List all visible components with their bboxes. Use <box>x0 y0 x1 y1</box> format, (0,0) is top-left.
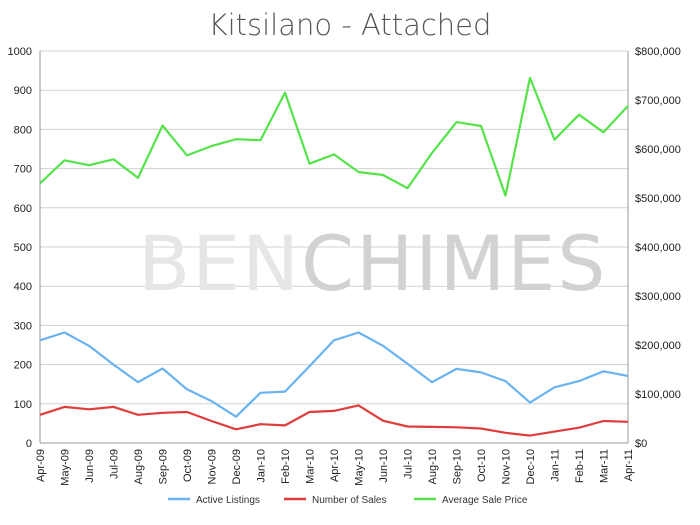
x-tick-label: Aug-10 <box>427 449 439 484</box>
legend-label-number-of-sales: Number of Sales <box>312 495 386 506</box>
x-tick-label: Dec-09 <box>231 449 243 484</box>
x-tick-label: Jan-10 <box>256 449 268 483</box>
y-tick-label-left: 900 <box>14 85 32 97</box>
series-line-average-sale-price <box>39 76 629 197</box>
x-tick-label: Feb-10 <box>280 449 292 484</box>
y-tick-label-left: 300 <box>14 320 32 332</box>
y-tick-label-left: 200 <box>14 360 32 372</box>
legend-label-active-listings: Active Listings <box>196 495 260 506</box>
y-tick-label-right: $700,000 <box>635 95 681 107</box>
watermark-part2: CHIMES <box>301 219 607 308</box>
y-tick-label-right: $0 <box>635 438 647 450</box>
y-tick-label-left: 1000 <box>8 46 32 58</box>
y-tick-label-left: 800 <box>14 124 32 136</box>
x-tick-label: Oct-10 <box>476 449 488 482</box>
y-tick-label-left: 500 <box>14 242 32 254</box>
x-tick-label: Jun-09 <box>84 449 96 483</box>
x-tick-label: Jul-10 <box>403 449 415 479</box>
x-tick-label: Nov-10 <box>501 449 513 484</box>
legend-label-average-sale-price: Average Sale Price <box>442 495 528 506</box>
chart-title: Kitsilano - Attached <box>208 8 492 42</box>
y-tick-label-left: 400 <box>14 281 32 293</box>
y-tick-label-left: 0 <box>26 438 32 450</box>
x-tick-label: Mar-11 <box>599 449 611 483</box>
y-tick-label-right: $300,000 <box>635 291 681 303</box>
x-tick-label: Jul-09 <box>109 449 121 479</box>
y-tick-label-right: $500,000 <box>635 193 681 205</box>
x-tick-label: May-09 <box>60 449 72 486</box>
x-tick-label: Jun-10 <box>378 449 390 483</box>
series-line-number-of-sales <box>39 404 629 437</box>
x-tick-label: May-10 <box>354 449 366 486</box>
x-tick-label: Nov-09 <box>207 449 219 484</box>
x-tick-label: Apr-11 <box>623 449 635 481</box>
x-tick-label: Apr-10 <box>329 449 341 482</box>
watermark-part1: BEN <box>138 219 301 308</box>
y-tick-label-right: $800,000 <box>635 46 681 58</box>
x-tick-label: Aug-09 <box>133 449 145 484</box>
watermark-text: BENCHIMES <box>138 219 607 308</box>
x-tick-label: Sep-10 <box>452 449 464 484</box>
y-tick-label-right: $200,000 <box>635 340 681 352</box>
x-tick-label: Mar-10 <box>305 449 317 484</box>
x-tick-label: Feb-11 <box>574 449 586 483</box>
y-tick-label-left: 700 <box>14 164 32 176</box>
y-tick-label-left: 100 <box>14 399 32 411</box>
x-tick-label: Jan-11 <box>550 449 562 482</box>
x-tick-label: Oct-09 <box>182 449 194 482</box>
y-tick-label-right: $100,000 <box>635 389 681 401</box>
x-tick-label: Dec-10 <box>525 449 537 484</box>
y-tick-label-right: $400,000 <box>635 242 681 254</box>
y-tick-label-right: $600,000 <box>635 144 681 156</box>
y-tick-label-left: 600 <box>14 203 32 215</box>
series-line-active-listings <box>39 331 629 418</box>
x-tick-label: Sep-09 <box>158 449 170 484</box>
x-tick-label: Apr-09 <box>35 449 47 482</box>
